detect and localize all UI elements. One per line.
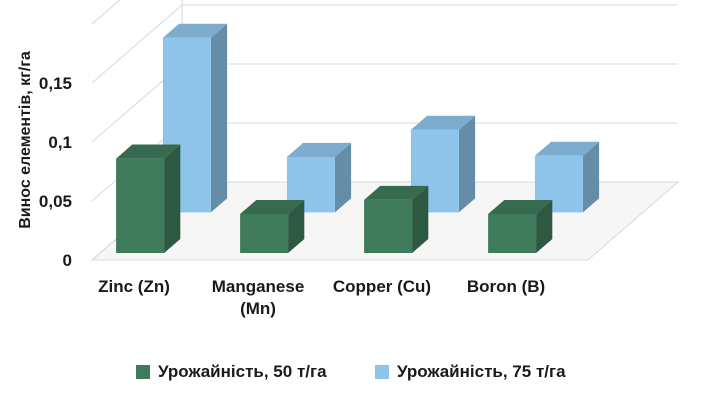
bar-side: [458, 115, 476, 213]
y-axis-label: Винос елементів, кг/га: [17, 51, 34, 229]
bar-top: [488, 200, 553, 215]
legend-item-series-75: Урожайність, 75 т/га: [375, 362, 566, 382]
category-label-line: Boron (B): [467, 277, 545, 296]
bar-side: [582, 141, 600, 213]
legend: Урожайність, 50 т/га Урожайність, 75 т/г…: [0, 362, 709, 390]
bar-side: [536, 200, 553, 253]
category-label: Boron (B): [467, 277, 545, 296]
category-label-line: (Mn): [240, 299, 276, 318]
category-label-line: Zinc (Zn): [98, 277, 170, 296]
bar-top: [364, 185, 429, 200]
bar-top: [240, 200, 305, 215]
bar-series-75: [534, 141, 600, 213]
bar-front: [286, 156, 335, 213]
legend-swatch-series-75: [375, 365, 389, 379]
bar-top: [534, 141, 600, 156]
bar-side: [412, 185, 429, 253]
bar-series-50: [116, 144, 181, 253]
bar-front: [488, 214, 537, 253]
bar-series-50: [488, 200, 553, 253]
bar-side: [164, 144, 181, 253]
gridline: [91, 0, 121, 25]
bar-top: [410, 115, 476, 130]
bar-series-75: [286, 142, 352, 213]
bar-series-50: [240, 200, 305, 253]
bar-side: [288, 200, 305, 253]
bar-side: [210, 23, 228, 213]
bar-front: [534, 155, 583, 213]
category-label: Copper (Cu): [333, 277, 431, 296]
y-tick-label: 0,1: [48, 133, 72, 152]
bar-front: [116, 158, 165, 253]
legend-swatch-series-50: [136, 365, 150, 379]
bar-front: [240, 214, 289, 253]
category-label-line: Copper (Cu): [333, 277, 431, 296]
bar-series-50: [364, 185, 429, 253]
category-label-line: Manganese: [212, 277, 305, 296]
category-label: Manganese (Mn): [212, 277, 305, 318]
category-label: Zinc (Zn): [98, 277, 170, 296]
y-tick-label: 0,15: [39, 74, 72, 93]
y-tick-label: 0: [63, 251, 72, 270]
legend-label-series-75: Урожайність, 75 т/га: [397, 362, 566, 381]
bar-front: [364, 199, 413, 253]
gridline: [91, 4, 678, 84]
bar-top: [116, 144, 181, 159]
legend-item-series-50: Урожайність, 50 т/га: [136, 362, 327, 382]
series-50-bars: [116, 144, 553, 253]
bar-top: [162, 23, 228, 38]
bar-side: [334, 142, 352, 213]
y-tick-label: 0,05: [39, 192, 72, 211]
category-labels: Zinc (Zn) Manganese (Mn) Copper (Cu) Boron (…: [98, 277, 545, 318]
legend-label-series-50: Урожайність, 50 т/га: [158, 362, 327, 381]
y-tick-labels: 0 0,05 0,1 0,15: [39, 74, 72, 270]
bar-top: [286, 142, 352, 157]
